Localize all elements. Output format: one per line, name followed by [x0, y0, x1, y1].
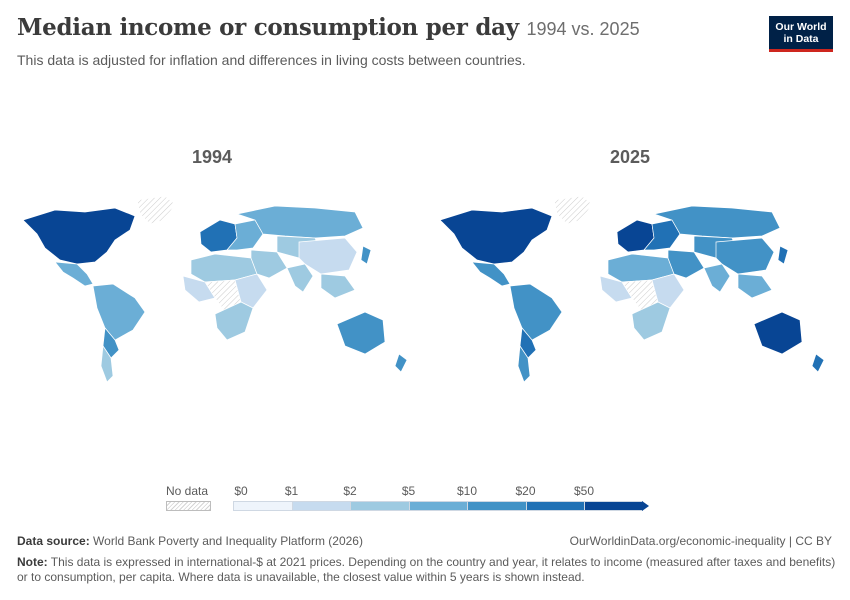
region-japan[interactable]	[777, 245, 789, 265]
region-japan[interactable]	[360, 245, 372, 265]
region-southern-africa[interactable]	[214, 301, 254, 341]
world-map-1994[interactable]	[15, 190, 415, 390]
region-patagonia[interactable]	[100, 344, 114, 383]
world-map-2025[interactable]	[432, 190, 832, 390]
legend-color-bin	[350, 501, 409, 511]
source-label: Data source:	[17, 534, 90, 548]
source-text: World Bank Poverty and Inequality Platfo…	[93, 534, 363, 548]
legend-color-bin	[467, 501, 526, 511]
legend-tick-label: $1	[284, 484, 299, 498]
region-east-africa[interactable]	[234, 273, 268, 309]
map-year-2025: 2025	[610, 147, 651, 167]
region-nz[interactable]	[811, 353, 825, 373]
region-nz[interactable]	[394, 353, 408, 373]
data-source: Data source: World Bank Poverty and Ineq…	[17, 534, 363, 548]
region-greenland[interactable]	[136, 195, 176, 225]
region-russia[interactable]	[235, 205, 364, 239]
chart-subtitle: This data is adjusted for inflation and …	[17, 52, 526, 68]
region-australia[interactable]	[336, 311, 386, 355]
region-australia[interactable]	[753, 311, 803, 355]
no-data-label: No data	[166, 484, 209, 498]
color-legend: No data $0 $1 $2 $5 $10 $20 $50	[160, 482, 660, 522]
chart-title: Median income or consumption per day 199…	[17, 14, 640, 41]
region-east-africa[interactable]	[651, 273, 685, 309]
legend-color-bin	[525, 501, 584, 511]
note-label: Note:	[17, 555, 48, 569]
region-south-america-south[interactable]	[519, 327, 537, 359]
region-central-america[interactable]	[471, 261, 511, 287]
legend-color-bin	[291, 501, 350, 511]
region-south-america[interactable]	[92, 283, 146, 341]
region-china[interactable]	[715, 237, 775, 275]
region-north-america[interactable]	[439, 207, 553, 265]
chart-note: Note: This data is expressed in internat…	[17, 555, 837, 585]
title-years: 1994 vs. 2025	[526, 19, 640, 39]
legend-tick-label: $0	[234, 484, 248, 498]
legend-open-end-arrow	[641, 501, 649, 511]
region-patagonia[interactable]	[517, 344, 531, 383]
legend-tick-label: $2	[343, 484, 357, 498]
region-south-america[interactable]	[509, 283, 563, 341]
legend-tick-label: $50	[573, 484, 595, 498]
legend-color-bin	[408, 501, 467, 511]
legend-color-bin	[233, 501, 292, 511]
region-southern-africa[interactable]	[631, 301, 671, 341]
legend-tick-label: $10	[456, 484, 478, 498]
region-india[interactable]	[703, 263, 731, 293]
region-southeast-asia[interactable]	[737, 273, 773, 299]
region-west-africa[interactable]	[182, 275, 216, 303]
region-north-america[interactable]	[22, 207, 136, 265]
region-west-africa[interactable]	[599, 275, 633, 303]
legend-color-bin	[584, 501, 643, 511]
no-data-swatch	[166, 501, 211, 511]
region-india[interactable]	[286, 263, 314, 293]
region-central-america[interactable]	[54, 261, 94, 287]
title-text: Median income or consumption per day	[17, 14, 519, 41]
legend-tick-label: $5	[401, 484, 416, 498]
logo-line-1: Our World	[775, 21, 827, 33]
logo-line-2: in Data	[783, 33, 819, 45]
note-text: This data is expressed in international-…	[17, 555, 836, 584]
source-url-link[interactable]: OurWorldinData.org/economic-inequality |…	[569, 534, 832, 548]
owid-logo[interactable]: Our World in Data	[769, 16, 833, 52]
region-south-america-south[interactable]	[102, 327, 120, 359]
region-greenland[interactable]	[553, 195, 593, 225]
legend-tick-label: $20	[515, 484, 536, 498]
region-southeast-asia[interactable]	[320, 273, 356, 299]
map-year-1994: 1994	[192, 147, 233, 167]
region-russia[interactable]	[652, 205, 781, 239]
region-china[interactable]	[298, 237, 358, 275]
